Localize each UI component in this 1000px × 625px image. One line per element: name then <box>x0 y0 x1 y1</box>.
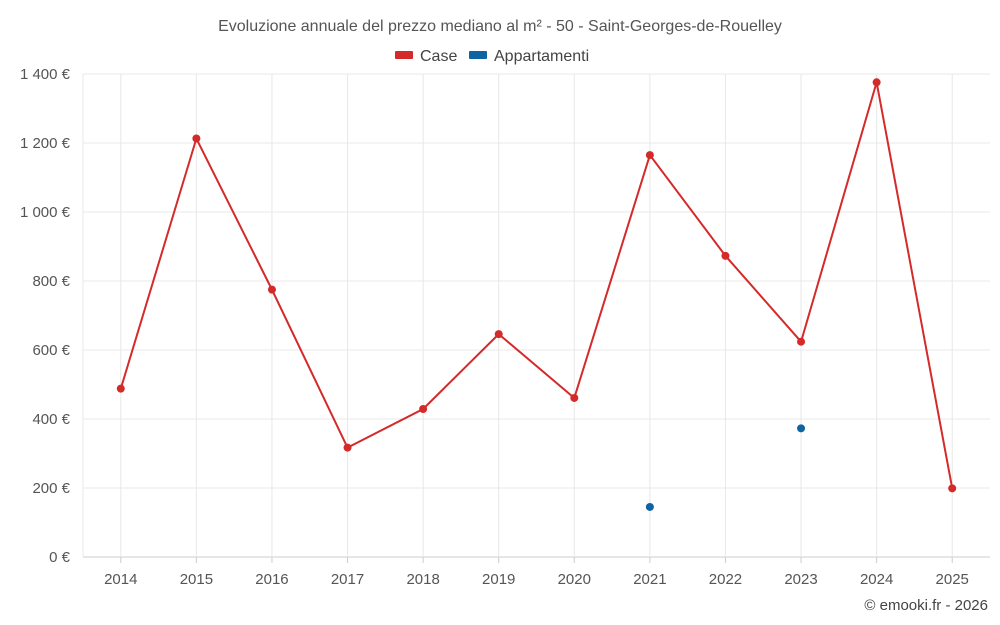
x-tick-label: 2024 <box>860 571 893 588</box>
x-tick-label: 2014 <box>104 571 137 588</box>
x-tick-label: 2015 <box>180 571 213 588</box>
data-point-case[interactable] <box>797 337 806 346</box>
legend-swatch-appartamenti[interactable] <box>469 51 487 59</box>
x-tick-label: 2023 <box>784 571 817 588</box>
legend: Case Appartamenti <box>395 48 589 65</box>
x-tick-label: 2018 <box>406 571 439 588</box>
legend-label-case[interactable]: Case <box>420 48 457 65</box>
x-tick-label: 2022 <box>709 571 742 588</box>
data-point-case[interactable] <box>645 151 654 160</box>
data-point-case[interactable] <box>116 384 125 393</box>
chart-title: Evoluzione annuale del prezzo mediano al… <box>218 18 782 35</box>
data-point-case[interactable] <box>948 484 957 493</box>
data-point-case[interactable] <box>872 78 881 87</box>
credit-text: © emooki.fr - 2026 <box>864 597 988 614</box>
y-tick-label: 200 € <box>32 480 70 497</box>
x-tick-label: 2019 <box>482 571 515 588</box>
y-axis-ticks: 0 € 200 € 400 € 600 € 800 € 1 000 € 1 200 € 1 4… <box>20 66 71 566</box>
x-tick-label: 2021 <box>633 571 666 588</box>
x-tick-label: 2016 <box>255 571 288 588</box>
x-axis-ticks: 2014 2015 2016 2017 2018 2019 2020 2021 2022 2023… <box>104 571 969 588</box>
data-point-appartamenti[interactable] <box>645 502 654 511</box>
y-tick-label: 1 000 € <box>20 204 71 221</box>
legend-swatch-case[interactable] <box>395 51 413 59</box>
data-point-case[interactable] <box>494 330 503 339</box>
y-tick-label: 0 € <box>49 549 71 566</box>
legend-label-appartamenti[interactable]: Appartamenti <box>494 48 589 65</box>
data-point-appartamenti[interactable] <box>797 424 806 433</box>
data-point-case[interactable] <box>343 443 352 452</box>
grid <box>82 73 990 563</box>
data-point-case[interactable] <box>192 134 201 143</box>
data-point-case[interactable] <box>267 285 276 294</box>
data-point-case[interactable] <box>721 251 730 260</box>
y-tick-label: 800 € <box>32 273 70 290</box>
x-tick-label: 2020 <box>558 571 591 588</box>
data-point-case[interactable] <box>570 393 579 402</box>
series-line-case <box>119 82 954 489</box>
y-tick-label: 400 € <box>32 411 70 428</box>
y-tick-label: 1 200 € <box>20 135 71 152</box>
y-tick-label: 600 € <box>32 342 70 359</box>
series <box>116 78 957 511</box>
y-tick-label: 1 400 € <box>20 66 71 83</box>
x-tick-label: 2025 <box>936 571 969 588</box>
x-tick-label: 2017 <box>331 571 364 588</box>
data-point-case[interactable] <box>419 404 428 413</box>
